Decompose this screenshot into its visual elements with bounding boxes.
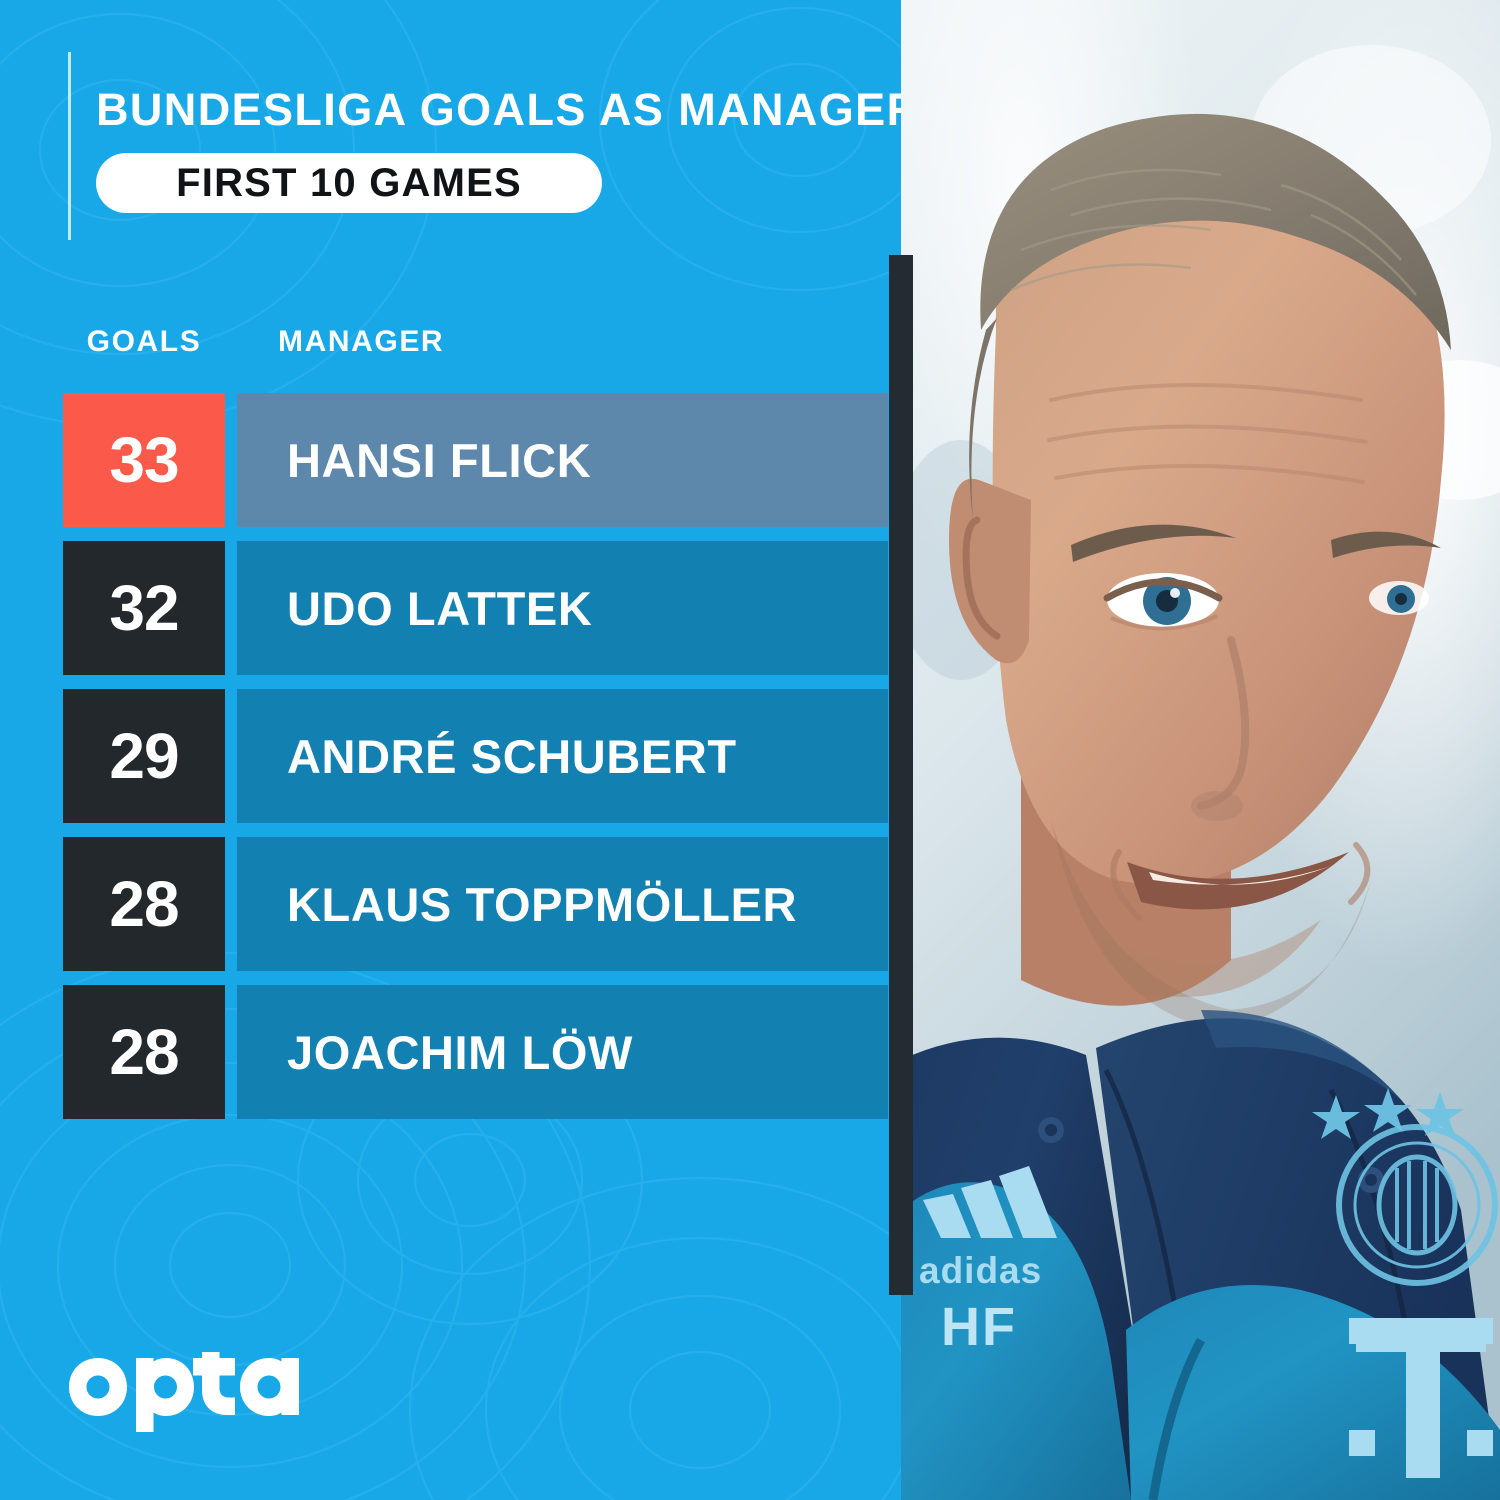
subtitle-pill-label: FIRST 10 GAMES — [176, 160, 522, 205]
manager-name: KLAUS TOPPMÖLLER — [287, 877, 798, 931]
subtitle-pill: FIRST 10 GAMES — [96, 153, 602, 213]
column-header-manager: MANAGER — [278, 325, 445, 358]
goals-cell: 33 — [63, 393, 225, 527]
table-row: 32 UDO LATTEK — [0, 541, 913, 675]
goals-cell: 28 — [63, 985, 225, 1119]
table-column-headers: GOALS MANAGER — [0, 325, 913, 371]
table-row: 29 ANDRÉ SCHUBERT — [0, 689, 913, 823]
manager-cell: HANSI FLICK — [237, 393, 888, 527]
manager-cell: KLAUS TOPPMÖLLER — [237, 837, 888, 971]
svg-text:HF: HF — [941, 1297, 1017, 1357]
left-panel: BUNDESLIGA GOALS AS MANAGER FIRST 10 GAM… — [0, 0, 913, 1500]
manager-name: JOACHIM LÖW — [287, 1025, 634, 1079]
svg-text:adidas: adidas — [919, 1250, 1042, 1291]
goals-cell: 32 — [63, 541, 225, 675]
vertical-divider — [889, 255, 913, 1295]
manager-name: ANDRÉ SCHUBERT — [287, 729, 737, 783]
title-accent-rule — [68, 52, 71, 240]
manager-name: UDO LATTEK — [287, 581, 593, 635]
manager-cell: ANDRÉ SCHUBERT — [237, 689, 888, 823]
goals-value: 28 — [109, 1016, 179, 1088]
table-row: 28 JOACHIM LÖW — [0, 985, 913, 1119]
table-row: 33 HANSI FLICK — [0, 393, 913, 527]
manager-cell: JOACHIM LÖW — [237, 985, 888, 1119]
manager-cell: UDO LATTEK — [237, 541, 888, 675]
manager-photo: adidas HF — [901, 0, 1500, 1500]
goals-value: 32 — [109, 572, 179, 644]
goals-value: 33 — [109, 424, 179, 496]
table-row: 28 KLAUS TOPPMÖLLER — [0, 837, 913, 971]
column-header-goals: GOALS — [86, 325, 202, 358]
goals-value: 28 — [109, 868, 179, 940]
goals-cell: 28 — [63, 837, 225, 971]
ranking-table: 33 HANSI FLICK 32 UDO LATTEK 29 — [0, 393, 913, 1133]
goals-cell: 29 — [63, 689, 225, 823]
goals-value: 29 — [109, 720, 179, 792]
page-title: BUNDESLIGA GOALS AS MANAGER — [96, 84, 913, 135]
manager-name: HANSI FLICK — [287, 433, 592, 487]
opta-logo — [62, 1352, 302, 1432]
